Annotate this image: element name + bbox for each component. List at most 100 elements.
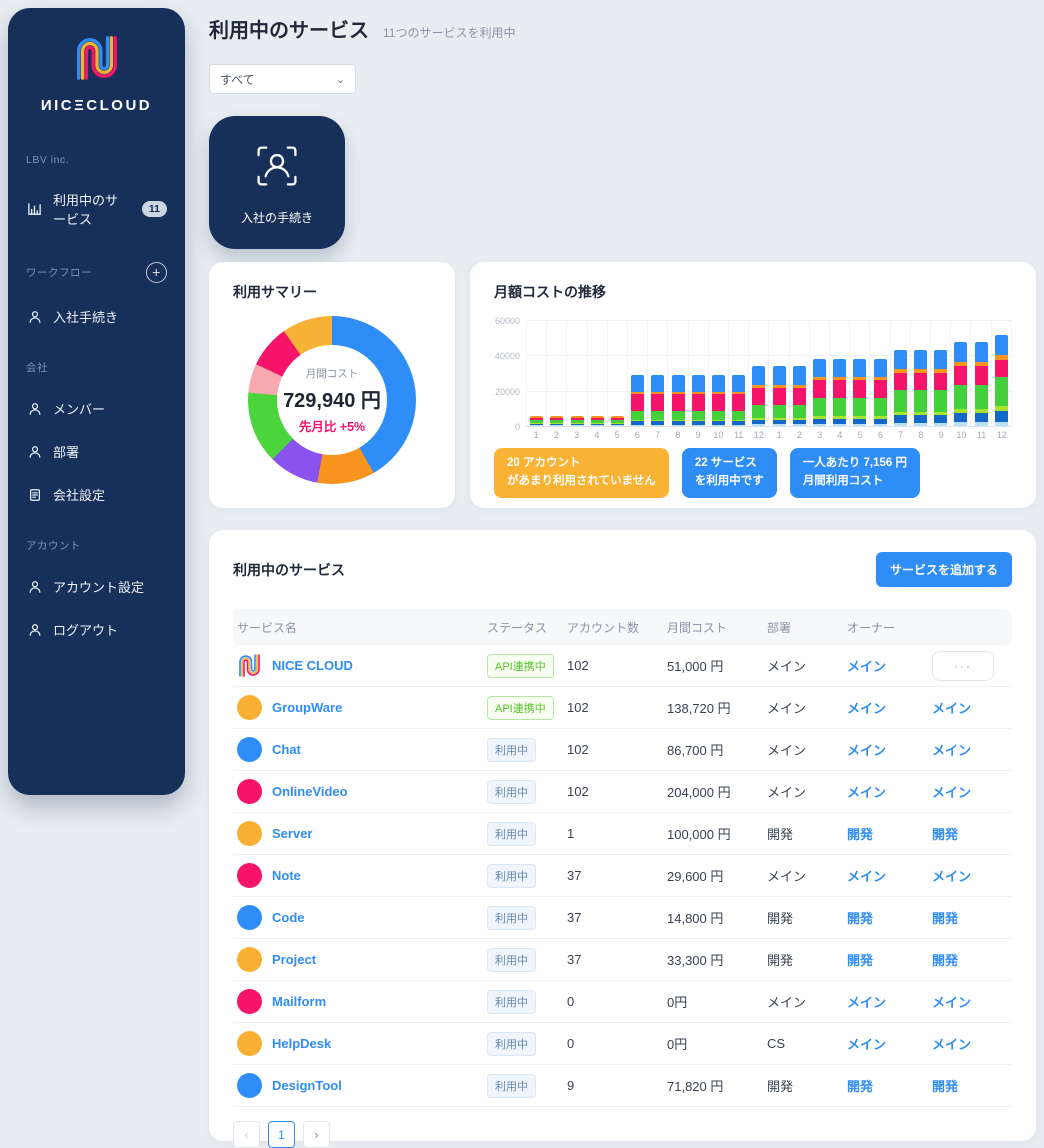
accounts-cell: 1	[567, 826, 575, 841]
pagination-next-button[interactable]: ›	[303, 1121, 330, 1148]
sidebar-item-services[interactable]: 利用中のサービス 11	[26, 190, 167, 228]
service-name-link[interactable]: HelpDesk	[272, 1036, 332, 1051]
secondary-owner-link[interactable]: メイン	[932, 995, 972, 1010]
insight-line: があまり利用されていません	[507, 474, 656, 487]
row-menu-button[interactable]: ···	[932, 650, 994, 681]
service-name-link[interactable]: Server	[272, 826, 313, 841]
bar-segment-orange	[671, 391, 685, 395]
secondary-owner-link[interactable]: メイン	[932, 1037, 972, 1052]
status-badge: API連携中	[487, 653, 554, 678]
monthly-cost-delta: 先月比 +5%	[298, 419, 366, 434]
service-name-cell: GroupWare	[233, 695, 483, 720]
bar-segment-magenta	[913, 373, 927, 391]
bar-segment-light-blue	[873, 424, 887, 426]
bar-segment-dark-blue	[570, 423, 584, 426]
secondary-owner-link[interactable]: メイン	[932, 785, 972, 800]
bar-chart-icon	[26, 202, 43, 217]
owner-link[interactable]: 開発	[847, 953, 874, 968]
document-icon	[26, 488, 43, 502]
monthly-cost-value: 729,940 円	[283, 389, 381, 412]
service-name-link[interactable]: Mailform	[272, 994, 327, 1009]
niceCloud-logo-icon	[26, 34, 167, 87]
service-name-link[interactable]: Project	[272, 952, 317, 967]
secondary-owner-link[interactable]: メイン	[932, 743, 972, 758]
bar-segment-green	[752, 405, 766, 418]
add-workflow-button[interactable]: +	[146, 262, 167, 283]
status-badge: 利用中	[487, 863, 536, 888]
bar-segment-orange	[994, 355, 1008, 360]
bar-segment-magenta	[833, 380, 847, 398]
owner-cell: メイン	[843, 866, 928, 885]
bar-segment-green	[974, 384, 988, 409]
bar-segment-orange	[711, 391, 725, 395]
service-filter-select[interactable]: すべて ⌄	[209, 64, 356, 94]
owner-link[interactable]: メイン	[847, 743, 887, 758]
bar-segment-green	[732, 411, 746, 421]
department-cell: メイン	[767, 869, 807, 884]
owner-link[interactable]: メイン	[847, 995, 887, 1010]
service-name-link[interactable]: Code	[272, 910, 305, 925]
extra-cell: 開発	[928, 908, 1012, 927]
stacked-bar-chart: 0 20000 40000 60000	[495, 316, 1012, 432]
owner-link[interactable]: メイン	[847, 869, 887, 884]
service-name-link[interactable]: Chat	[272, 742, 301, 757]
sidebar-item-members[interactable]: メンバー	[26, 399, 167, 418]
sidebar-item-onboarding[interactable]: 入社手続き	[26, 307, 167, 326]
bar-segment-green	[550, 419, 564, 424]
onboarding-tile[interactable]: 入社の手続き	[209, 116, 345, 249]
service-name-link[interactable]: DesignTool	[272, 1078, 342, 1093]
pagination-page-1-button[interactable]: 1	[268, 1121, 295, 1148]
bar-segment-magenta	[974, 366, 988, 385]
page-subtitle: 11つのサービスを利用中	[383, 26, 516, 40]
owner-link[interactable]: 開発	[847, 827, 874, 842]
secondary-owner-link[interactable]: 開発	[932, 953, 959, 968]
secondary-owner-link[interactable]: 開発	[932, 911, 959, 926]
x-tick-label: 7	[655, 430, 661, 440]
bar-segment-light-blue	[853, 424, 867, 426]
chevron-down-icon: ⌄	[335, 73, 345, 86]
sidebar-item-departments[interactable]: 部署	[26, 442, 167, 461]
service-name-link[interactable]: Note	[272, 868, 301, 883]
table-row: Mailform 利用中 0 0円 メイン メイン メイン	[233, 981, 1012, 1023]
cost-cell: 14,800 円	[667, 911, 724, 926]
secondary-owner-link[interactable]: メイン	[932, 869, 972, 884]
owner-cell: メイン	[843, 698, 928, 717]
extra-cell: 開発	[928, 824, 1012, 843]
x-tick-label: 9	[938, 430, 944, 440]
owner-cell: メイン	[843, 782, 928, 801]
bar-segment-lime	[590, 423, 604, 424]
bar-segment-orange	[974, 361, 988, 367]
owner-link[interactable]: メイン	[847, 701, 887, 716]
service-name-link[interactable]: NICE CLOUD	[272, 658, 353, 673]
service-name-link[interactable]: OnlineVideo	[272, 784, 348, 799]
sidebar-item-company-settings[interactable]: 会社設定	[26, 485, 167, 504]
owner-link[interactable]: メイン	[847, 785, 887, 800]
sidebar-item-label: 会社設定	[53, 488, 106, 503]
add-service-button[interactable]: サービスを追加する	[875, 552, 1012, 587]
bar-segment-lime	[732, 420, 746, 422]
secondary-owner-link[interactable]: 開発	[932, 1079, 959, 1094]
cost-cell: 0円	[667, 1037, 688, 1052]
x-tick-label: 8	[918, 430, 924, 440]
cost-cell: 100,000 円	[667, 827, 731, 842]
bar-segment-blue	[833, 358, 847, 378]
pagination-prev-button[interactable]: ‹	[233, 1121, 260, 1148]
owner-link[interactable]: 開発	[847, 1079, 874, 1094]
service-name-link[interactable]: GroupWare	[272, 700, 343, 715]
bar-segment-dark-blue	[610, 423, 624, 426]
owner-link[interactable]: メイン	[847, 1037, 887, 1052]
bar-segment-orange	[792, 385, 806, 389]
bar-segment-orange	[772, 385, 786, 389]
bar-column	[889, 320, 910, 426]
y-tick-label: 60000	[494, 316, 520, 326]
owner-cell: 開発	[843, 824, 928, 843]
sidebar-item-account-settings[interactable]: アカウント設定	[26, 577, 167, 596]
owner-link[interactable]: メイン	[847, 659, 887, 674]
sidebar-item-logout[interactable]: ログアウト	[26, 620, 167, 639]
secondary-owner-link[interactable]: メイン	[932, 701, 972, 716]
bar-segment-green	[792, 405, 806, 418]
secondary-owner-link[interactable]: 開発	[932, 827, 959, 842]
owner-link[interactable]: 開発	[847, 911, 874, 926]
sidebar: ИICΞCLOUD LBV inc. 利用中のサービス 11 ワークフロー + …	[8, 8, 185, 795]
x-tick-label: 3	[574, 430, 580, 440]
